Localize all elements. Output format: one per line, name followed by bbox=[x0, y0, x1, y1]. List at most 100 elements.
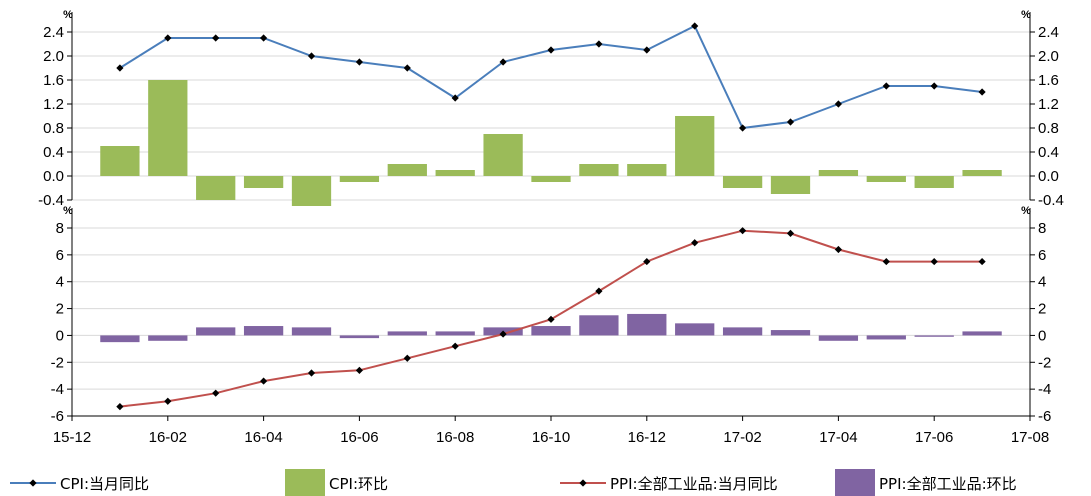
ppi-yoy-marker bbox=[547, 315, 555, 323]
legend-label: CPI:环比 bbox=[329, 475, 388, 493]
ppi-left-tick-label: -6 bbox=[51, 408, 64, 425]
ppi-yoy-marker bbox=[978, 257, 986, 266]
ppi-yoy-marker bbox=[307, 369, 316, 377]
cpi-yoy-marker bbox=[834, 100, 842, 108]
cpi-yoy-marker bbox=[691, 22, 699, 30]
ppi-right-tick-label: 0 bbox=[1038, 327, 1046, 344]
ppi-mom-bar bbox=[770, 330, 811, 336]
cpi-yoy-line bbox=[119, 24, 983, 130]
cpi-left-tick-label: 0.0 bbox=[43, 168, 64, 185]
ppi-mom-bar bbox=[148, 335, 188, 341]
ppi-yoy-marker bbox=[739, 227, 747, 235]
cpi-left-tick-label: 1.2 bbox=[43, 96, 64, 113]
ppi-left-unit-label: % bbox=[63, 205, 73, 217]
cpi-right-tick-label: 1.6 bbox=[1038, 72, 1059, 89]
x-tick-label: 16-08 bbox=[436, 429, 474, 446]
ppi-mom-bar bbox=[435, 331, 475, 336]
cpi-yoy-marker bbox=[547, 46, 555, 54]
cpi-mom-bar bbox=[866, 176, 906, 182]
ppi-mom-bar bbox=[818, 335, 859, 341]
ppi-mom-bar bbox=[291, 327, 332, 336]
ppi-yoy-marker bbox=[691, 239, 699, 247]
ppi-mom-bar bbox=[100, 335, 140, 343]
cpi-left-tick-label: 2.0 bbox=[43, 48, 64, 65]
x-tick-label: 17-06 bbox=[915, 429, 953, 446]
cpi-mom-bar bbox=[100, 146, 140, 176]
cpi-mom-bar bbox=[196, 176, 236, 200]
x-tick-label: 17-08 bbox=[1011, 429, 1049, 446]
ppi-yoy-marker bbox=[786, 229, 795, 237]
ppi-axes: 8 8 6 6 4 4 2 2 0 0 -2 -2 -4 -4 -6 -6 bbox=[51, 208, 1051, 425]
x-tick-label: 16-12 bbox=[628, 429, 666, 446]
ppi-mom-bar bbox=[339, 335, 380, 339]
cpi-mom-bar bbox=[627, 164, 667, 176]
ppi-left-tick-label: 2 bbox=[56, 301, 64, 318]
ppi-yoy-marker bbox=[355, 366, 363, 374]
x-tick-label: 15-12 bbox=[53, 429, 91, 446]
cpi-yoy-marker bbox=[499, 58, 507, 66]
ppi-mom-bar bbox=[866, 335, 906, 340]
legend-bar-swatch bbox=[285, 469, 325, 496]
ppi-yoy-marker bbox=[212, 389, 220, 397]
cpi-right-tick-label: 0.4 bbox=[1038, 144, 1059, 161]
cpi-right-tick-label: 2.0 bbox=[1038, 48, 1059, 65]
cpi-mom-bar bbox=[243, 176, 284, 188]
x-tick-label: 17-04 bbox=[819, 429, 857, 446]
ppi-yoy-marker bbox=[260, 377, 268, 385]
ppi-right-tick-label: -4 bbox=[1038, 381, 1051, 398]
cpi-mom-bar bbox=[291, 176, 332, 206]
cpi-mom-bar bbox=[914, 176, 954, 188]
cpi-yoy-marker bbox=[930, 82, 938, 90]
ppi-yoy-marker bbox=[882, 257, 890, 266]
x-tick-label: 16-04 bbox=[244, 429, 282, 446]
cpi-mom-bar bbox=[579, 164, 619, 176]
x-axis: 15-12 16-02 16-04 16-06 16-08 16-10 16-12 17-02… bbox=[53, 415, 1049, 446]
cpi-yoy-line-group bbox=[116, 22, 986, 132]
cpi-yoy-marker bbox=[643, 46, 651, 54]
cpi-left-tick-label: 2.4 bbox=[43, 24, 64, 41]
cpi-mom-bar bbox=[148, 80, 188, 176]
cpi-right-tick-label: 1.2 bbox=[1038, 96, 1059, 113]
ppi-mom-bar bbox=[627, 313, 667, 336]
ppi-yoy-marker bbox=[595, 287, 603, 295]
cpi-yoy-marker bbox=[595, 40, 603, 48]
x-tick-label: 16-06 bbox=[340, 429, 378, 446]
cpi-yoy-marker bbox=[978, 88, 986, 96]
cpi-yoy-marker bbox=[786, 118, 795, 126]
ppi-yoy-marker bbox=[643, 257, 651, 266]
cpi-mom-bar bbox=[483, 134, 523, 176]
ppi-left-tick-label: 6 bbox=[56, 247, 64, 264]
cpi-yoy-marker bbox=[307, 52, 316, 60]
cpi-yoy-marker bbox=[164, 34, 172, 42]
ppi-mom-bar bbox=[579, 315, 619, 336]
cpi-mom-bar bbox=[770, 176, 811, 194]
legend-bar-swatch bbox=[835, 469, 875, 496]
cpi-gridlines bbox=[72, 31, 1030, 201]
cpi-left-tick-label: -0.4 bbox=[38, 192, 64, 209]
ppi-mom-bar bbox=[914, 335, 954, 337]
cpi-right-unit-label: % bbox=[1021, 9, 1031, 21]
ppi-yoy-marker bbox=[499, 330, 507, 338]
cpi-right-tick-label: -0.4 bbox=[1038, 192, 1064, 209]
ppi-mom-bar bbox=[196, 327, 236, 336]
cpi-yoy-marker bbox=[116, 64, 124, 72]
cpi-yoy-marker bbox=[212, 34, 220, 42]
ppi-yoy-marker bbox=[451, 342, 459, 350]
cpi-mom-bar bbox=[531, 176, 571, 182]
cpi-mom-bars bbox=[100, 80, 1002, 206]
cpi-right-tick-label: 0.8 bbox=[1038, 120, 1059, 137]
ppi-right-tick-label: -6 bbox=[1038, 408, 1051, 425]
ppi-yoy-marker bbox=[164, 397, 172, 405]
ppi-mom-bar bbox=[531, 326, 571, 336]
cpi-mom-bar bbox=[962, 170, 1002, 176]
legend-label: PPI:全部工业品:环比 bbox=[879, 475, 1017, 493]
cpi-yoy-marker bbox=[451, 94, 459, 102]
ppi-right-tick-label: 8 bbox=[1038, 220, 1046, 237]
ppi-mom-bars bbox=[100, 313, 1002, 343]
cpi-left-tick-label: 0.8 bbox=[43, 120, 64, 137]
ppi-mom-bar bbox=[387, 331, 427, 336]
cpi-mom-bar bbox=[818, 170, 859, 176]
cpi-yoy-marker bbox=[355, 58, 363, 66]
ppi-yoy-marker bbox=[930, 257, 938, 266]
